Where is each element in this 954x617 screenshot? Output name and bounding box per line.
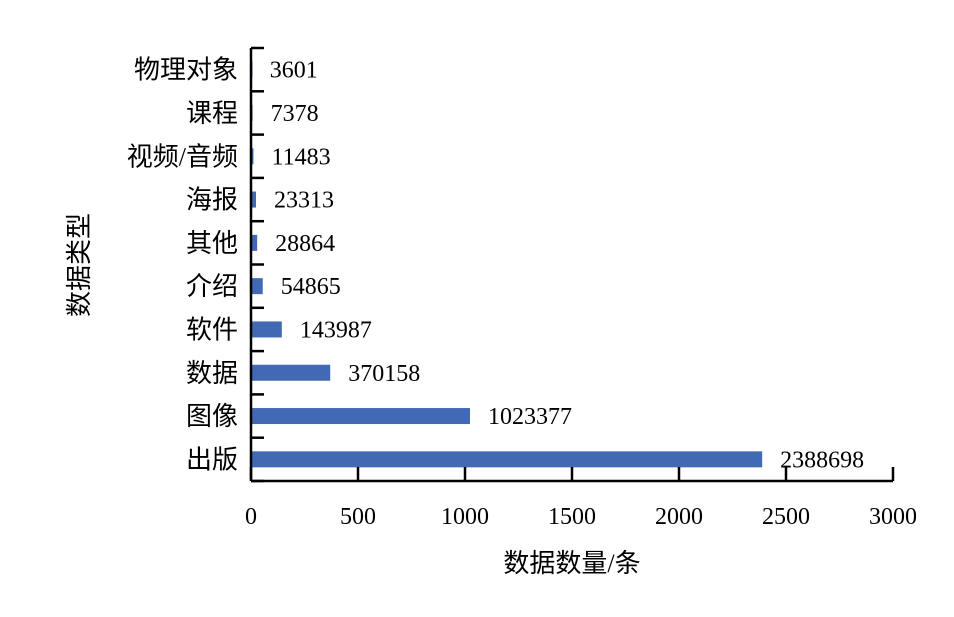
category-label: 海报 — [186, 186, 238, 215]
data-label: 11483 — [271, 144, 330, 170]
category-label: 课程 — [186, 99, 238, 128]
data-label: 54865 — [281, 274, 341, 300]
bar-10 — [251, 451, 763, 468]
bar-7 — [251, 321, 282, 338]
x-tick-label: 500 — [340, 504, 376, 530]
data-label: 1023377 — [488, 404, 572, 430]
x-tick-label: 1000 — [441, 504, 489, 530]
x-axis-title: 数据数量/条 — [503, 549, 640, 578]
x-tick-label: 2500 — [762, 504, 810, 530]
category-label: 数据 — [186, 359, 238, 388]
x-tick-label: 2000 — [655, 504, 703, 530]
x-tick-label: 3000 — [869, 504, 917, 530]
bar-8 — [251, 364, 331, 381]
axes-group — [249, 46, 895, 483]
category-label: 出版 — [186, 445, 238, 474]
data-label: 3601 — [270, 58, 318, 84]
data-label: 23313 — [274, 188, 334, 214]
category-label: 介绍 — [186, 272, 238, 301]
category-label: 软件 — [186, 315, 238, 344]
category-label: 图像 — [186, 402, 238, 431]
bar-4 — [251, 191, 256, 208]
data-label: 2388698 — [780, 447, 864, 473]
y-axis-title: 数据类型 — [65, 213, 94, 317]
data-label: 7378 — [271, 101, 319, 127]
x-tick-label: 0 — [245, 504, 257, 530]
labels-group: 0 500 1000 1500 2000 2500 3000 物理对象课程视频/音频海报其他介… — [127, 56, 917, 530]
x-tick-label: 1500 — [548, 504, 596, 530]
bar-5 — [251, 234, 258, 251]
category-label: 其他 — [186, 229, 238, 258]
bar-6 — [251, 278, 263, 295]
category-label: 物理对象 — [134, 56, 238, 85]
bars-group — [251, 61, 763, 468]
data-label: 370158 — [348, 361, 420, 387]
data-label: 143987 — [300, 317, 372, 343]
category-label: 视频/音频 — [127, 142, 238, 171]
data-label: 28864 — [275, 231, 335, 257]
bar-9 — [251, 408, 471, 425]
